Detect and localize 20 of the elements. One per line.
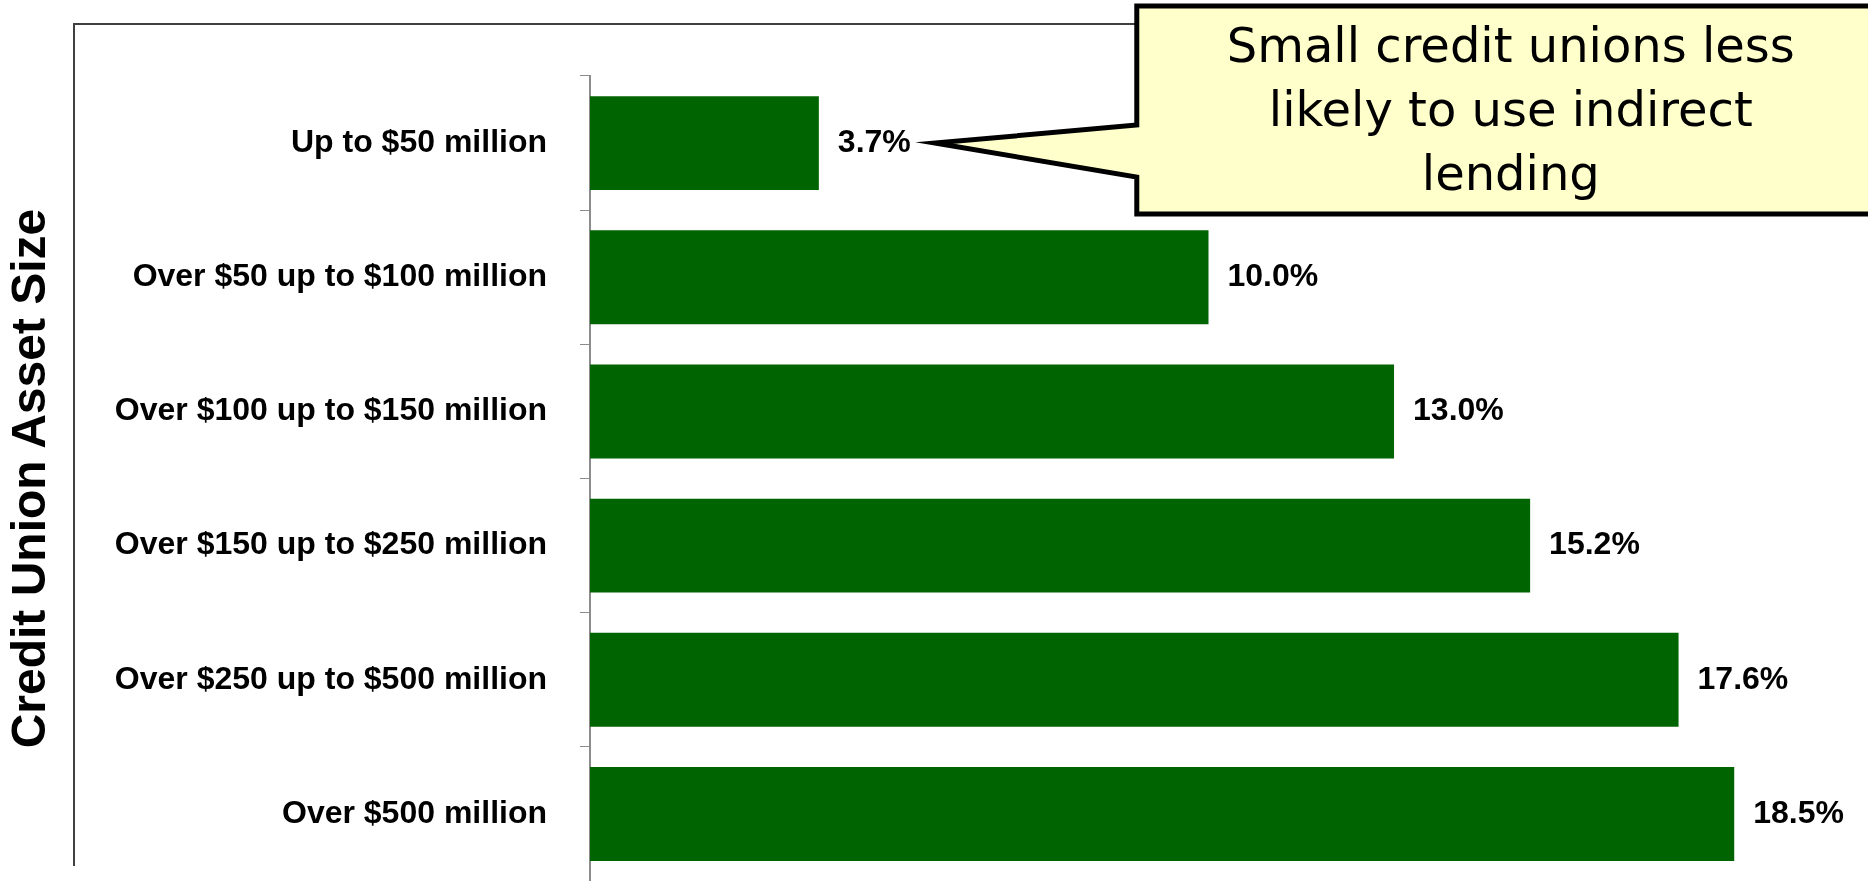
annotation: Small credit unions less likely to use indirect lending [1226, 17, 1795, 202]
y-tick-label: Over $150 up to $250 million [114, 525, 547, 562]
y-tick-label: Over $500 million [281, 793, 547, 830]
y-tick-label: Over $250 up to $500 million [114, 659, 547, 696]
data-label: 15.2% [1549, 525, 1640, 562]
data-label: 18.5% [1753, 793, 1844, 830]
bar [590, 364, 1395, 459]
bar [590, 498, 1531, 593]
data-label: 17.6% [1697, 659, 1789, 696]
bar [590, 766, 1735, 861]
data-label: 13.0% [1413, 391, 1504, 428]
data-label: 3.7% [837, 122, 911, 159]
bar [590, 632, 1679, 727]
y-axis-title: Credit Union Asset Size [2, 208, 56, 749]
y-tick-label: Over $100 up to $150 million [114, 391, 547, 428]
data-label: 10.0% [1227, 257, 1319, 294]
y-tick-label: Up to $50 million [290, 122, 547, 159]
bar [590, 230, 1209, 325]
y-tick-label: Over $50 up to $100 million [132, 257, 547, 294]
bar [590, 96, 819, 191]
